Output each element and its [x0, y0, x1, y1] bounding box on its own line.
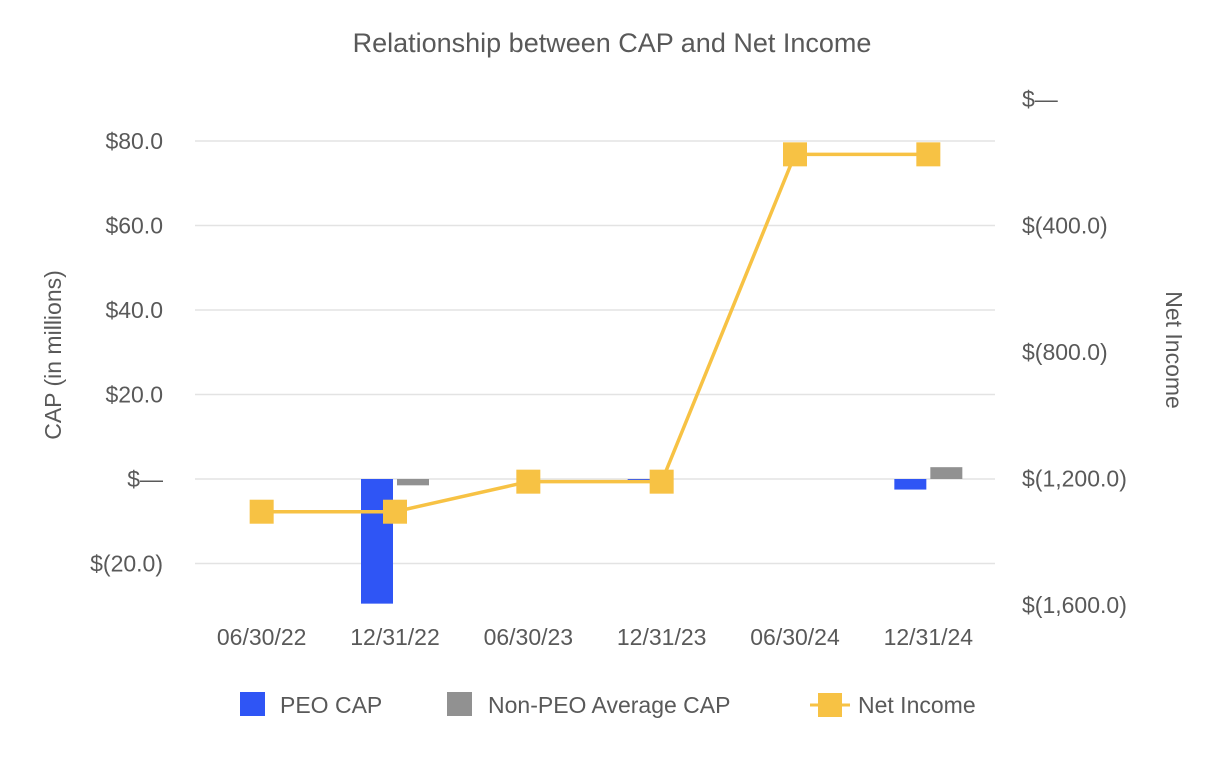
legend-label-peo-cap: PEO CAP — [280, 692, 382, 718]
net-income-marker-3 — [649, 469, 674, 494]
bars — [361, 467, 963, 604]
net-income-marker-0 — [249, 499, 274, 524]
right-tick-label: $— — [1022, 86, 1058, 112]
bar-peo-cap-5 — [894, 479, 927, 490]
net-income-marker-5 — [916, 142, 941, 167]
left-tick-label: $80.0 — [105, 128, 163, 154]
left-tick-label: $20.0 — [105, 382, 163, 408]
legend-marker-net-income — [818, 693, 842, 717]
x-tick-label: 12/31/24 — [884, 624, 974, 650]
legend-swatch-peo-cap — [240, 692, 265, 716]
x-tick-label: 12/31/23 — [617, 624, 707, 650]
right-axis-ticks: $(1,600.0) $(1,200.0) $(800.0) $(400.0) $— — [1022, 86, 1127, 618]
legend-label-net-income: Net Income — [858, 692, 976, 718]
right-tick-label: $(1,600.0) — [1022, 592, 1127, 618]
legend: PEO CAP Non-PEO Average CAP Net Income — [240, 692, 976, 718]
net-income-marker-2 — [516, 469, 541, 494]
left-tick-label: $— — [127, 466, 163, 492]
x-tick-label: 12/31/22 — [350, 624, 440, 650]
chart-title: Relationship between CAP and Net Income — [353, 28, 872, 58]
right-tick-label: $(400.0) — [1022, 213, 1108, 239]
x-axis-ticks: 06/30/22 12/31/22 06/30/23 12/31/23 06/30/24… — [217, 624, 973, 650]
net-income-polyline — [261, 152, 929, 514]
net-income-line — [249, 142, 941, 524]
net-income-marker-4 — [783, 142, 807, 167]
left-axis-ticks: $(20.0) $— $20.0 $40.0 $60.0 $80.0 — [90, 128, 163, 577]
left-tick-label: $60.0 — [105, 213, 163, 239]
legend-swatch-non-peo-cap — [447, 692, 472, 716]
right-axis-label: Net Income — [1161, 291, 1187, 409]
gridlines — [195, 140, 995, 565]
bar-non-peo-average-cap-1 — [397, 479, 429, 486]
bar-peo-cap-1 — [361, 479, 393, 604]
x-tick-label: 06/30/23 — [484, 624, 574, 650]
left-tick-label: $40.0 — [105, 297, 163, 323]
x-tick-label: 06/30/22 — [217, 624, 307, 650]
x-tick-label: 06/30/24 — [750, 624, 840, 650]
left-tick-label: $(20.0) — [90, 551, 163, 577]
right-tick-label: $(800.0) — [1022, 339, 1108, 365]
left-axis-label: CAP (in millions) — [40, 270, 66, 440]
legend-label-non-peo-cap: Non-PEO Average CAP — [488, 692, 730, 718]
net-income-marker-1 — [383, 499, 407, 524]
right-tick-label: $(1,200.0) — [1022, 466, 1127, 492]
bar-non-peo-average-cap-5 — [930, 467, 963, 479]
